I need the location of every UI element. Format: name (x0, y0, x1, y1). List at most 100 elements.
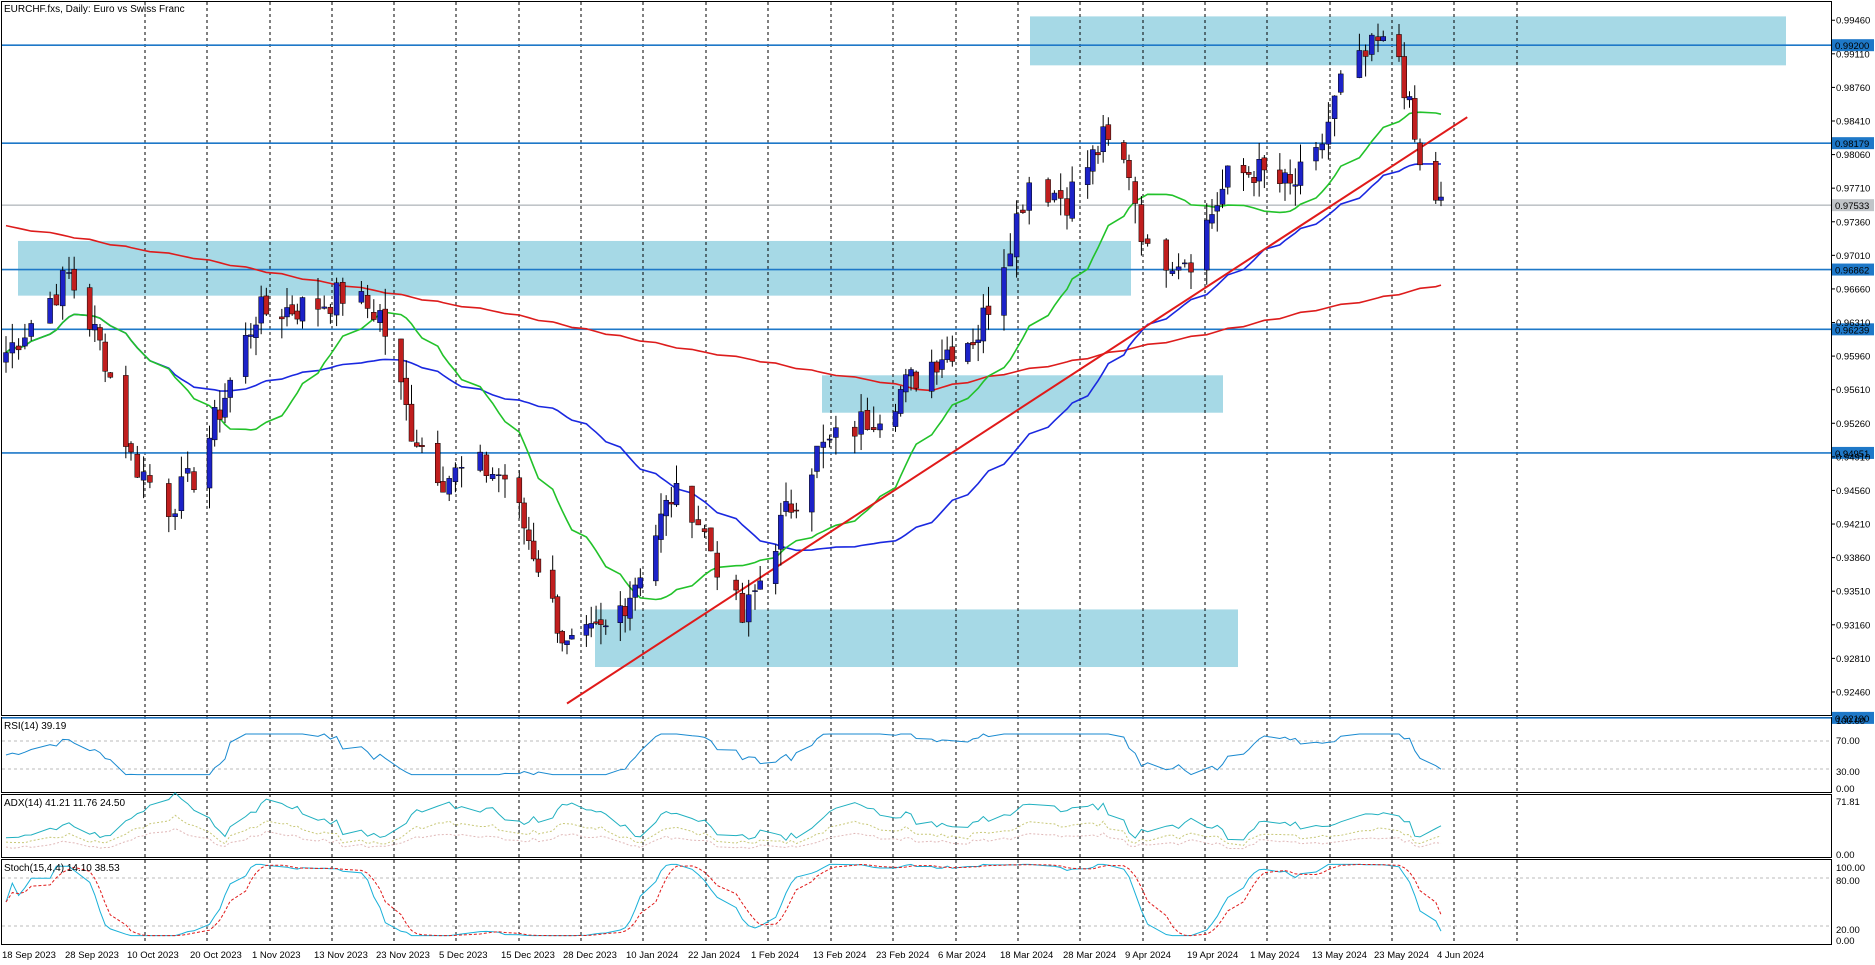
bear-candle-body (1362, 50, 1369, 57)
candle (569, 628, 575, 640)
sma-mid-line (5, 163, 1442, 552)
date-label: 9 Apr 2024 (1125, 950, 1171, 961)
price-tick-label: 0.95610 (1836, 385, 1870, 396)
bear-candle-body (71, 269, 77, 291)
bull-candle-body (92, 324, 98, 331)
stoch-scale-100: 100.00 (1836, 863, 1865, 874)
candle (1338, 70, 1344, 95)
candle (1175, 253, 1182, 280)
bear-candle-body (371, 312, 377, 320)
candle (778, 502, 784, 566)
price-tag-label: 0.98179 (1835, 139, 1869, 150)
candle (1026, 176, 1032, 225)
bull-candle-body (1026, 182, 1032, 211)
candle (663, 495, 669, 536)
candle (403, 360, 409, 421)
candle (435, 430, 441, 486)
bear-candle-body (985, 305, 992, 315)
candle (549, 555, 556, 603)
candle (653, 524, 659, 586)
candle (123, 365, 129, 459)
bull-candle-body (28, 323, 34, 337)
price-tick-label: 0.99110 (1836, 49, 1870, 60)
candle (263, 287, 270, 316)
bull-candle-body (745, 594, 752, 623)
date-label: 6 Mar 2024 (938, 950, 986, 961)
chart-title: EURCHF.fxs, Daily: Euro vs Swiss Franc (4, 4, 185, 15)
candle (1182, 259, 1188, 268)
bull-candle-body (928, 361, 935, 392)
candle (637, 568, 644, 597)
bear-candle-body (864, 410, 871, 430)
candle (588, 606, 594, 638)
candle (1051, 190, 1058, 203)
bull-candle-body (321, 306, 327, 309)
bear-candle-body (516, 477, 523, 503)
bear-candle-body (559, 631, 565, 644)
price-tick-label: 0.93860 (1836, 553, 1870, 564)
bull-candle-body (564, 640, 570, 645)
candle (1095, 145, 1101, 164)
rsi-panel[interactable] (1, 717, 1832, 793)
indicator-lines (2, 733, 1831, 937)
candle (673, 465, 680, 507)
candle (1045, 177, 1051, 207)
candle (496, 468, 502, 493)
bear-candle-body (714, 552, 720, 578)
bull-candle-body (1297, 161, 1304, 186)
bull-candle-body (1338, 73, 1344, 93)
bull-candle-body (903, 374, 909, 393)
bear-candle-body (1188, 262, 1194, 273)
candle (1297, 144, 1304, 195)
adx-title: ADX(14) 41.21 11.76 24.50 (4, 798, 125, 809)
candle (299, 296, 306, 329)
bull-candle-body (877, 423, 883, 431)
bull-candle-body (778, 514, 784, 550)
candle (583, 615, 590, 647)
bear-candle-body (535, 558, 542, 573)
candle (820, 424, 827, 469)
price-tag (1832, 39, 1874, 52)
candle (1121, 140, 1127, 164)
bull-candle-body (1356, 50, 1363, 78)
candle (1188, 254, 1194, 290)
bull-candle-body (658, 513, 664, 540)
bull-candle-body (452, 467, 459, 483)
bear-candle-body (739, 592, 746, 623)
bull-candle-body (458, 467, 465, 469)
bull-candle-body (1406, 96, 1413, 101)
candle (1362, 44, 1369, 77)
bear-candle-body (315, 298, 321, 310)
main-price-panel[interactable] (1, 1, 1832, 716)
adx-panel[interactable] (1, 794, 1832, 858)
candle (965, 341, 971, 365)
bull-candle-body (980, 307, 987, 342)
candle (603, 619, 609, 635)
stoch-scale-20: 20.00 (1836, 925, 1860, 936)
candle (227, 377, 233, 413)
bull-candle-body (3, 352, 9, 363)
bear-candle-body (870, 427, 877, 430)
bull-candle-body (603, 625, 609, 628)
bull-candle-body (253, 324, 259, 338)
stoch-panel[interactable] (1, 859, 1832, 945)
rsi-scale-0: 0.00 (1836, 784, 1855, 795)
bear-candle-body (593, 621, 599, 624)
candle (327, 303, 334, 324)
bear-candle-body (1064, 198, 1070, 216)
candle (949, 335, 956, 367)
candle (1163, 238, 1169, 288)
bear-candle-body (1417, 142, 1423, 166)
rsi-title: RSI(14) 39.19 (4, 721, 67, 732)
price-tick-label: 0.98410 (1836, 116, 1870, 127)
candle (913, 370, 919, 392)
candle (321, 295, 327, 310)
bear-candle-body (521, 502, 527, 529)
date-label: 10 Oct 2023 (127, 950, 179, 961)
price-tick-label: 0.96660 (1836, 284, 1870, 295)
bull-candle-body (9, 342, 16, 354)
bear-candle-body (364, 294, 371, 309)
bear-candle-body (1121, 142, 1127, 160)
bull-candle-body (1084, 167, 1091, 185)
